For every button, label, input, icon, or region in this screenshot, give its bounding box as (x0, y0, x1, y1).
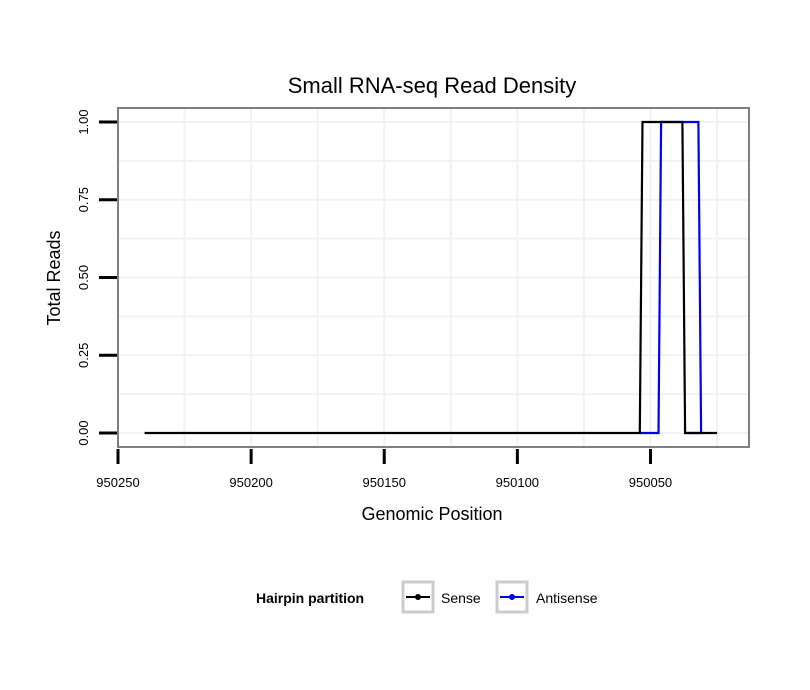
x-axis-title: Genomic Position (361, 504, 502, 524)
legend: Hairpin partition Sense Antisense (256, 580, 598, 614)
legend-key-antisense-dot (509, 594, 515, 600)
legend-key-sense-dot (415, 594, 421, 600)
x-tick-label: 950050 (629, 475, 672, 490)
y-tick-label: 0.25 (76, 343, 91, 368)
y-tick-label: 0.00 (76, 420, 91, 445)
series-line-sense (144, 120, 718, 435)
legend-label-sense: Sense (441, 590, 481, 606)
y-axis: 0.00 0.25 0.50 0.75 1.00 (76, 109, 117, 446)
y-tick-label: 0.50 (76, 265, 91, 290)
grid (118, 108, 749, 447)
x-axis: 950250 950200 950150 950100 950050 (96, 449, 672, 490)
y-axis-title: Total Reads (44, 230, 64, 325)
legend-item-antisense: Antisense (495, 580, 598, 614)
x-tick-label: 950100 (496, 475, 539, 490)
legend-label-antisense: Antisense (536, 590, 598, 606)
legend-title: Hairpin partition (256, 590, 364, 606)
x-tick-label: 950250 (96, 475, 139, 490)
x-tick-label: 950150 (363, 475, 406, 490)
plot-panel (117, 107, 750, 448)
y-tick-label: 1.00 (76, 109, 91, 134)
y-tick-label: 0.75 (76, 187, 91, 212)
chart-title: Small RNA-seq Read Density (288, 73, 577, 98)
legend-item-sense: Sense (401, 580, 481, 614)
series-layer (144, 120, 718, 435)
x-tick-label: 950200 (229, 475, 272, 490)
